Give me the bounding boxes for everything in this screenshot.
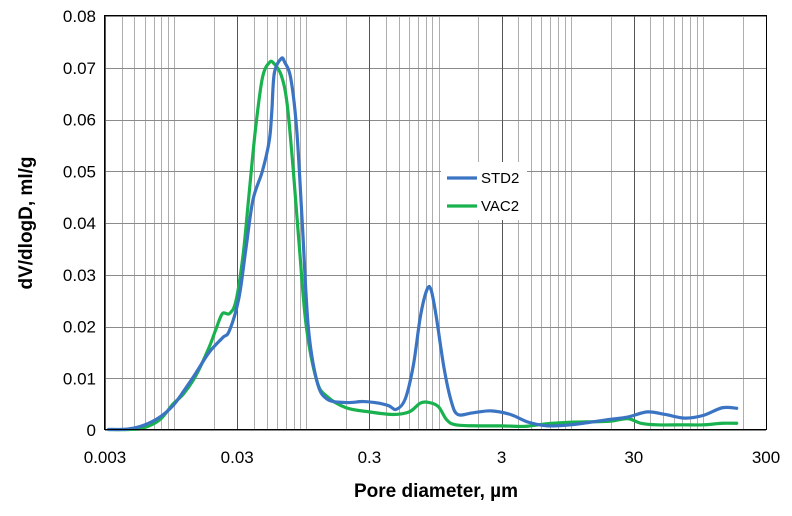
legend-label-vac2: VAC2 (481, 198, 519, 215)
y-tick-labels: 0 0.01 0.02 0.03 0.04 0.05 0.06 0.07 0.08 (63, 7, 96, 440)
y-tick-label: 0 (87, 421, 96, 440)
y-tick-label: 0.03 (63, 266, 96, 285)
series-lines (107, 56, 739, 432)
legend: STD2 VAC2 (441, 162, 527, 220)
x-tick-label: 3 (497, 448, 506, 467)
major-grid (105, 16, 767, 431)
y-tick-label: 0.02 (63, 318, 96, 337)
y-tick-label: 0.04 (63, 214, 96, 233)
x-tick-label: 0.003 (84, 448, 127, 467)
x-tick-label: 30 (624, 448, 643, 467)
plot-area-border (104, 15, 767, 430)
legend-label-std2: STD2 (481, 170, 519, 187)
y-tick-label: 0.06 (63, 111, 96, 130)
y-axis-title: dV/dlogD, ml/g (16, 157, 37, 290)
x-axis-title: Pore diameter, µm (354, 481, 518, 502)
y-tick-label: 0.07 (63, 59, 96, 78)
y-tick-label: 0.01 (63, 369, 96, 388)
x-tick-labels: 0.003 0.03 0.3 3 30 300 (84, 448, 780, 467)
x-tick-label: 0.03 (221, 448, 254, 467)
legend-box (441, 162, 527, 220)
y-tick-label: 0.08 (63, 7, 96, 26)
x-tick-label: 0.3 (358, 448, 382, 467)
series-line-vac2 (107, 59, 739, 432)
x-tick-label: 300 (752, 448, 780, 467)
y-tick-label: 0.05 (63, 162, 96, 181)
series-line-std2 (107, 56, 739, 432)
minor-grid (122, 16, 744, 430)
